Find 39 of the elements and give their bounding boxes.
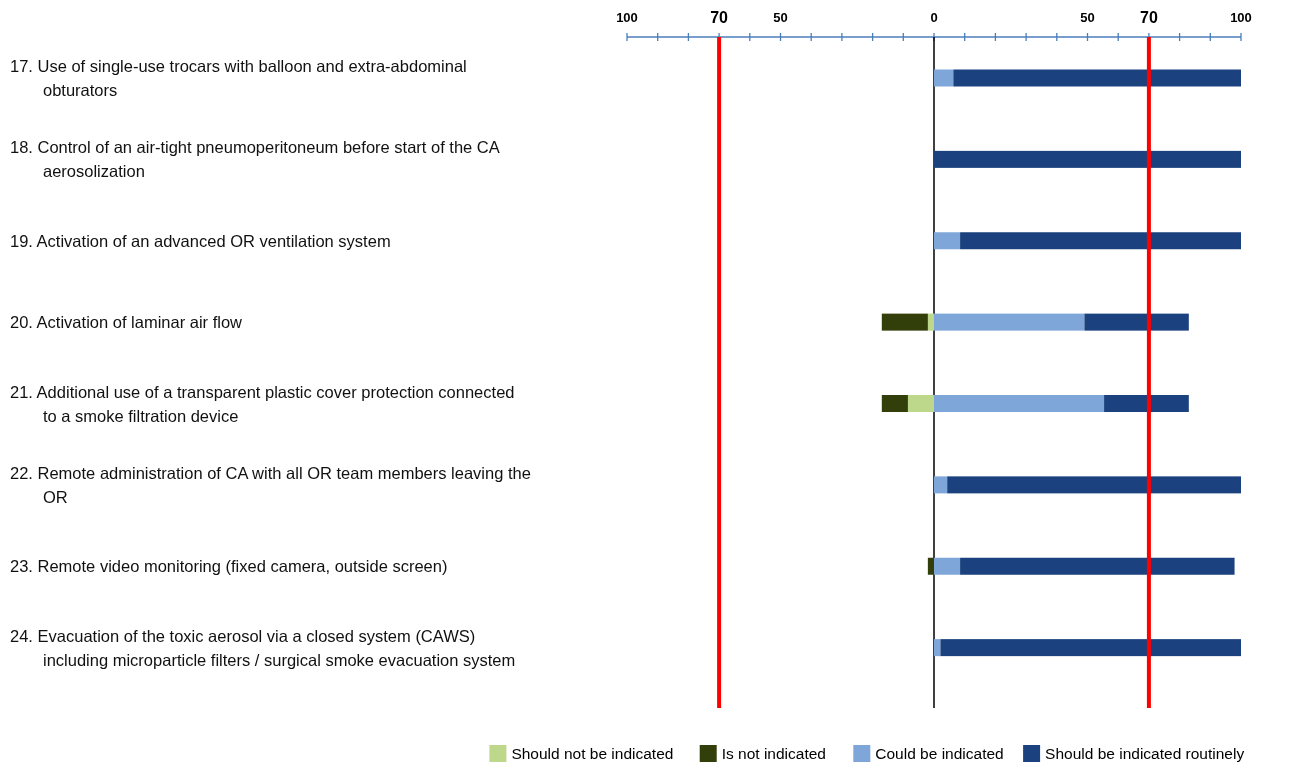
x-tick-label: 50 <box>1080 10 1095 25</box>
x-tick-label: 0 <box>930 10 938 25</box>
bar <box>940 639 1241 657</box>
bar <box>927 313 934 331</box>
bar <box>934 313 1085 331</box>
legend-label: Could be indicated <box>875 745 1004 762</box>
bar <box>934 557 961 575</box>
x-tick-label: 100 <box>1230 10 1252 25</box>
y-tick-label: 22. Remote administration of CA with all OR team members leaving the OR <box>10 463 531 506</box>
bar <box>934 639 941 657</box>
legend-label: Is not indicated <box>721 745 826 762</box>
bar <box>881 395 908 412</box>
bar <box>934 232 961 250</box>
y-tick-label: 24. Evacuation of the toxic aerosol via a closed system (CAWS) including microparticle filters / surgical smoke evacuation system <box>10 626 516 669</box>
bar <box>927 557 934 575</box>
y-tick-label: 18. Control of an air-tight pneumoperitoneum before start of the CA aerosolization <box>10 138 500 181</box>
bar <box>1104 395 1189 412</box>
x-tick-label: 100 <box>616 10 638 25</box>
bar <box>907 395 934 412</box>
legend-label: Should be indicated routinely <box>1045 745 1245 762</box>
y-tick-label: 17. Use of single-use trocars with balloon and extra-abdominal obturators <box>10 57 467 99</box>
bar <box>881 313 928 331</box>
bar <box>960 232 1241 250</box>
bar <box>960 557 1235 575</box>
y-tick-label: 21. Additional use of a transparent plastic cover protection connected to a smoke filtration device <box>10 382 515 425</box>
bar <box>1084 313 1189 331</box>
x-tick-label: 50 <box>773 10 788 25</box>
bar <box>953 69 1241 87</box>
bar <box>947 476 1241 494</box>
bar <box>934 476 948 494</box>
y-tick-label: 23. Remote video monitoring (fixed camera, outside screen) <box>10 557 448 576</box>
y-tick-label: 19. Activation of an advanced OR ventilation system <box>10 231 391 250</box>
bar <box>934 150 1241 168</box>
bar <box>934 69 954 87</box>
legend-label: Should not be indicated <box>511 745 674 762</box>
x-tick-label: 70 <box>1140 9 1158 26</box>
x-tick-label: 70 <box>710 9 729 26</box>
bar <box>934 395 1105 412</box>
y-tick-label: 20. Activation of laminar air flow <box>10 313 243 332</box>
